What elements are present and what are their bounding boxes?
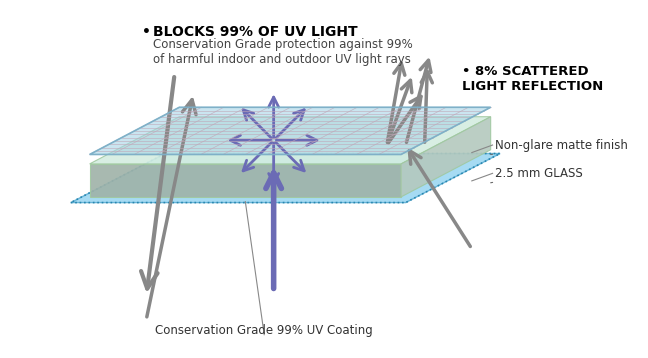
Polygon shape (89, 107, 491, 154)
Text: Conservation Grade protection against 99%
of harmful indoor and outdoor UV light: Conservation Grade protection against 99… (153, 38, 413, 66)
Text: Non-glare matte finish: Non-glare matte finish (491, 139, 629, 154)
Polygon shape (401, 117, 491, 197)
Text: •: • (141, 25, 156, 39)
Text: 2.5 mm GLASS: 2.5 mm GLASS (491, 167, 583, 183)
Polygon shape (89, 117, 491, 164)
Text: BLOCKS 99% OF UV LIGHT: BLOCKS 99% OF UV LIGHT (153, 25, 358, 39)
Polygon shape (89, 164, 401, 197)
Polygon shape (71, 154, 500, 203)
Text: • 8% SCATTERED
LIGHT REFLECTION: • 8% SCATTERED LIGHT REFLECTION (463, 65, 604, 93)
Text: Conservation Grade 99% UV Coating: Conservation Grade 99% UV Coating (156, 324, 373, 337)
